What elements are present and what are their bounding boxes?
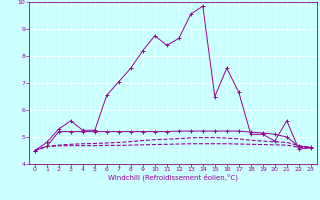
X-axis label: Windchill (Refroidissement éolien,°C): Windchill (Refroidissement éolien,°C) (108, 174, 238, 181)
